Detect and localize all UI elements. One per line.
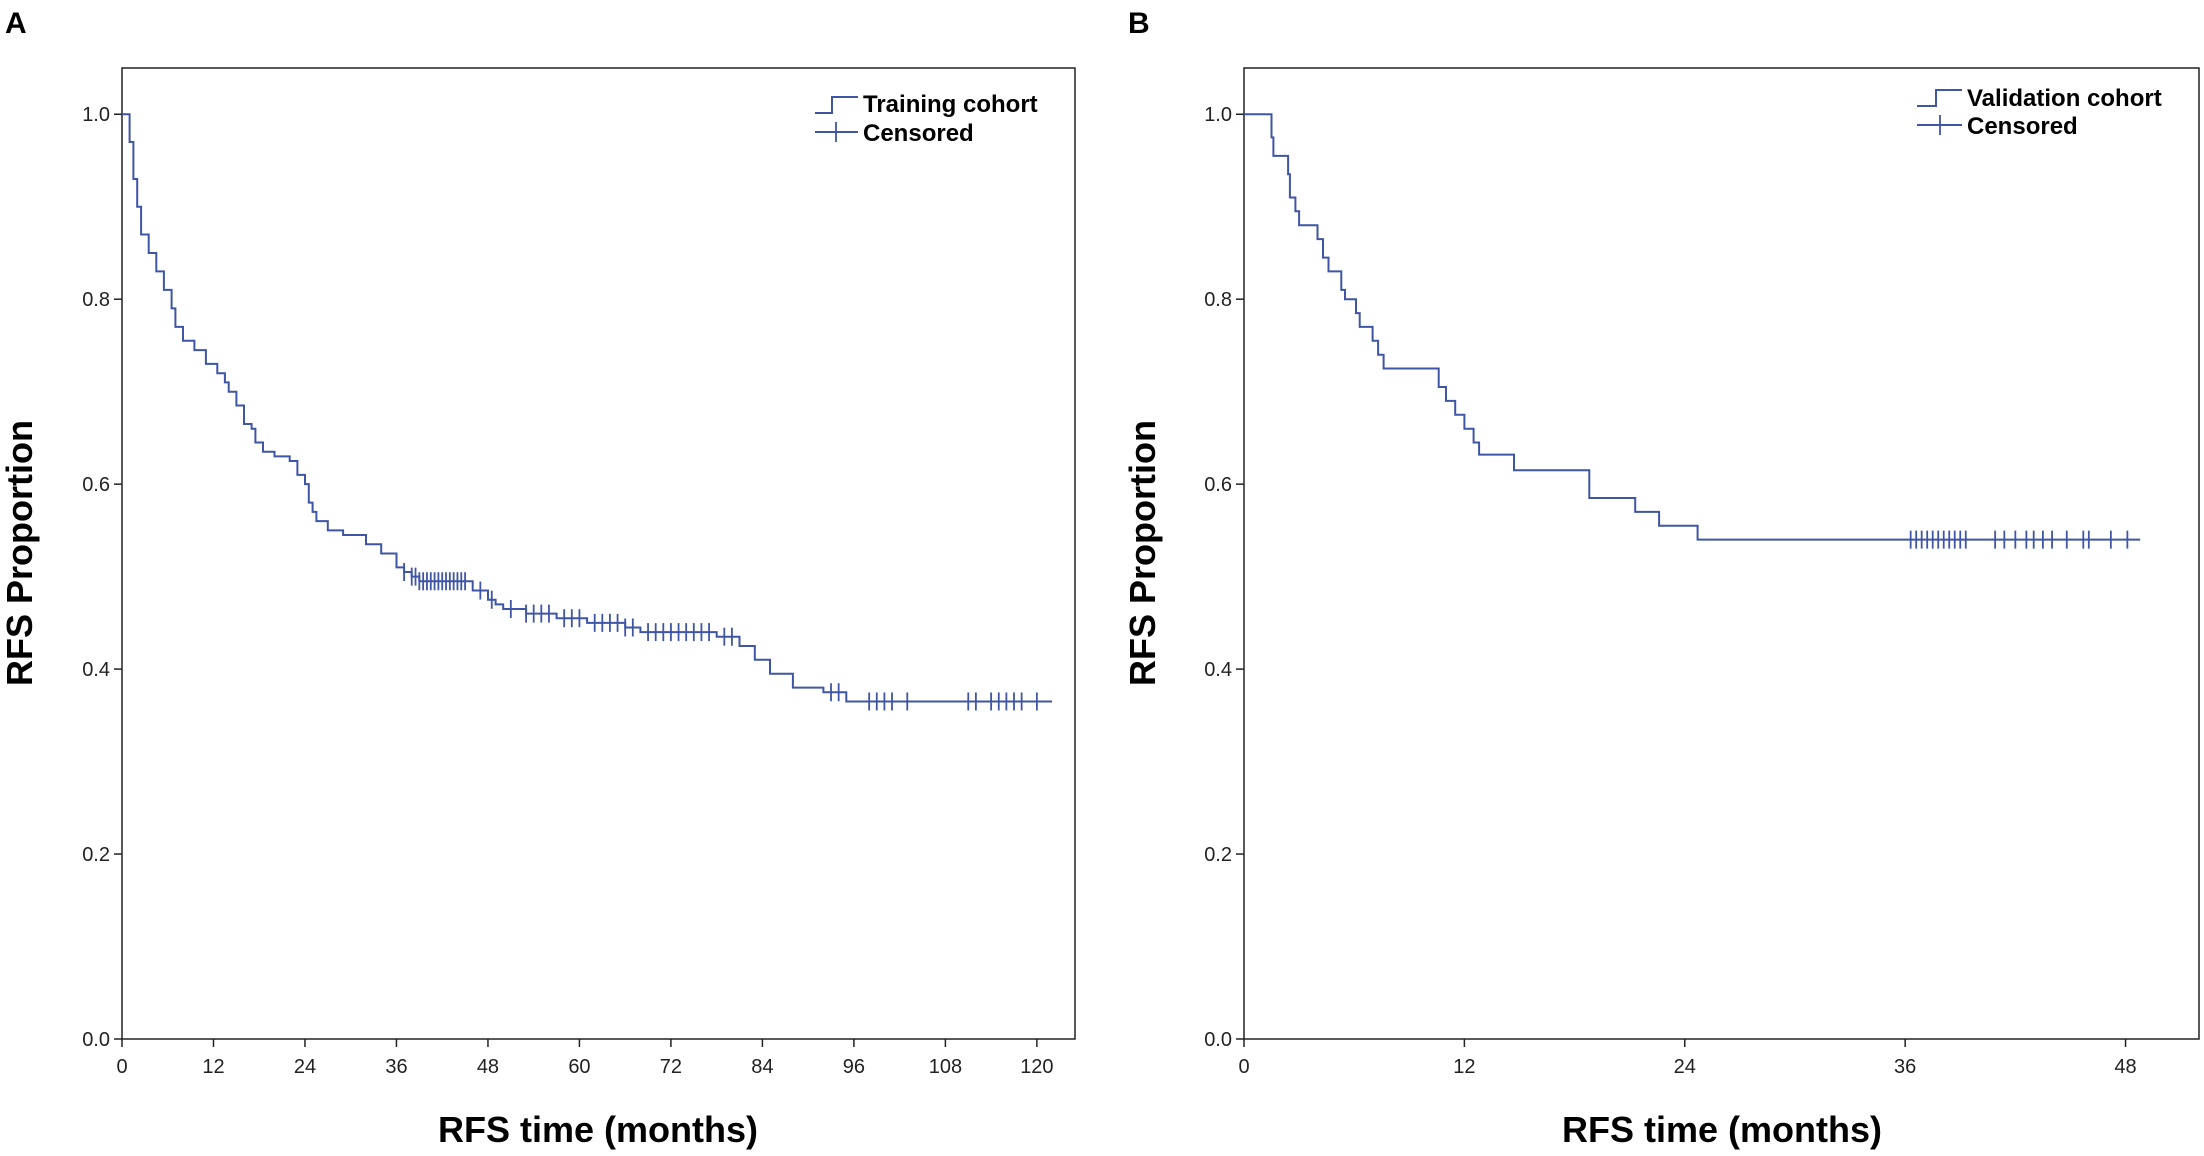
panel-a-legend-label-censored: Censored [863,120,974,147]
panel-b-y-tick-label: 0.8 [1204,289,1232,311]
panel-b-x-tick-label: 24 [1674,1056,1696,1078]
panel-b-y-tick-label: 0.6 [1204,474,1232,496]
panel-a-y-tick-label: 0.6 [82,474,110,496]
panel-a-x-tick-label: 24 [294,1056,316,1078]
panel-a-y-tick-label: 1.0 [82,104,110,126]
panel-a-y-axis: 0.0 0.2 0.4 0.6 0.8 1.0 [82,104,122,1051]
panel-b-plot-frame [1243,67,2200,1040]
panel-b-y-tick-label: 0.4 [1204,659,1232,681]
panel-a-letter: A [5,7,27,40]
panel-b-survival-curve [1244,113,2141,541]
panel-b-x-tick-label: 0 [1238,1056,1249,1078]
panel-a-legend-line-icon [815,96,858,114]
panel-a-x-tick-label: 48 [477,1056,499,1078]
panel-a-x-tick-label: 84 [751,1056,773,1078]
panel-b-y-tick-label: 0.0 [1204,1029,1232,1051]
panel-a-y-tick-label: 0.2 [82,844,110,866]
panel-a-x-axis: 0 12 24 36 48 60 72 84 96 108 120 [116,1039,1054,1078]
panel-a-x-tick-label: 36 [385,1056,407,1078]
panel-a-x-axis-title: RFS time (months) [438,1109,758,1150]
panel-b-y-tick-label: 0.2 [1204,844,1232,866]
panel-a-y-tick-label: 0.0 [82,1029,110,1051]
panel-b-legend-line-icon [1917,89,1962,107]
panel-b-legend-label-cohort: Validation cohort [1967,85,2162,112]
panel-b-x-tick-label: 36 [1894,1056,1916,1078]
panel-a-plot-frame [121,67,1076,1040]
panel-a-legend: Training cohort Censored [815,91,1038,147]
panel-a-x-tick-label: 120 [1020,1056,1053,1078]
panel-a: A 0.0 0.2 0.4 0.6 0.8 1.0 0 12 24 36 48 60 72 84 96 10… [0,7,1076,1150]
panel-a-x-tick-label: 12 [202,1056,224,1078]
panel-b-y-axis-title: RFS Proportion [1122,420,1163,686]
panel-a-censor-marks [403,562,1038,711]
panel-a-y-tick-label: 0.8 [82,289,110,311]
panel-b-survival-curve-group [1244,113,2141,541]
panel-a-y-axis-title: RFS Proportion [0,420,40,686]
panel-a-x-tick-label: 60 [568,1056,590,1078]
panel-b-legend-label-censored: Censored [1967,113,2078,140]
panel-b: B 0.0 0.2 0.4 0.6 0.8 1.0 0 12 24 36 48 RFS time … [1122,7,2200,1150]
panel-a-legend-label-cohort: Training cohort [863,91,1038,118]
panel-a-x-tick-label: 0 [116,1056,127,1078]
panel-a-x-tick-label: 108 [929,1056,962,1078]
panel-b-legend: Validation cohort Censored [1917,85,2162,140]
panel-b-censor-marks [1909,530,2129,549]
panel-b-x-axis-title: RFS time (months) [1562,1109,1882,1150]
panel-a-y-tick-label: 0.4 [82,659,110,681]
panel-b-x-tick-label: 12 [1453,1056,1475,1078]
panel-a-x-tick-label: 72 [660,1056,682,1078]
panel-a-x-tick-label: 96 [843,1056,865,1078]
panel-b-x-tick-label: 48 [2114,1056,2136,1078]
panel-b-letter: B [1128,7,1150,40]
panel-b-y-tick-label: 1.0 [1204,104,1232,126]
panel-b-y-axis: 0.0 0.2 0.4 0.6 0.8 1.0 [1204,104,1244,1051]
panel-b-x-axis: 0 12 24 36 48 [1238,1039,2137,1078]
